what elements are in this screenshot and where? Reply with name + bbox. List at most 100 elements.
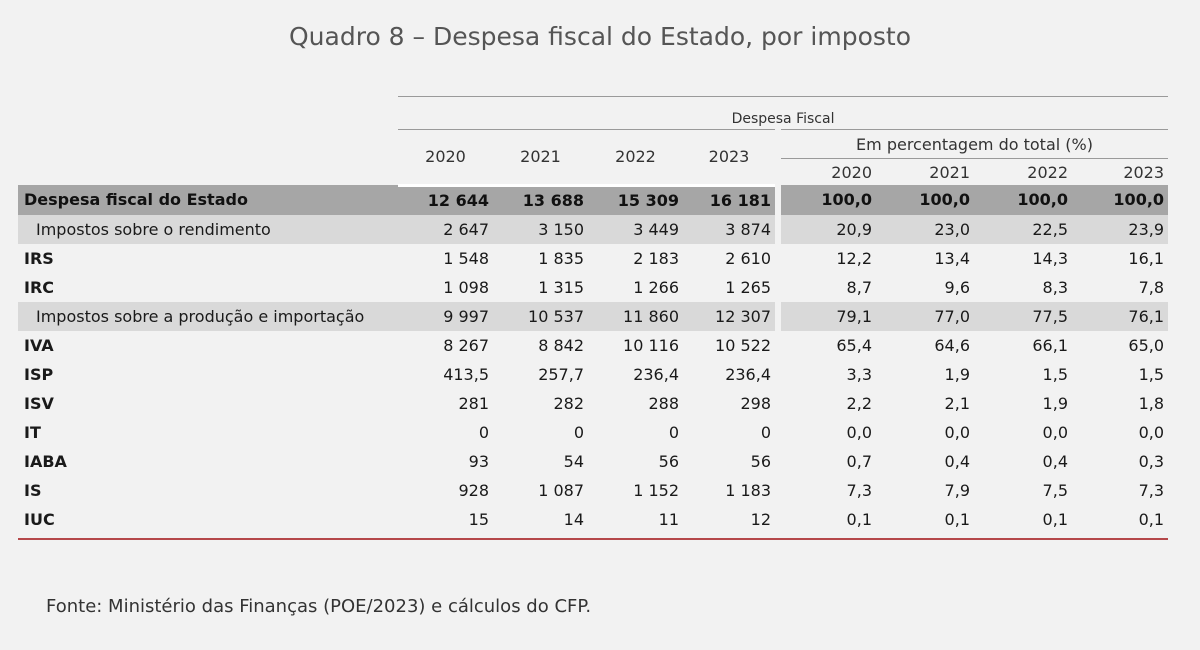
pct-year-header: 2021 xyxy=(929,162,970,182)
pct-cell: 3,3 xyxy=(775,359,876,389)
pct-cell: 0,7 xyxy=(775,446,876,476)
value-cell: 56 xyxy=(750,451,771,471)
value-cell: 8 267 xyxy=(443,335,489,355)
pct-cell: 7,8 xyxy=(1138,277,1165,297)
pct-cell: 22,5 xyxy=(974,214,1072,244)
row-label: IVA xyxy=(24,335,54,355)
value-cell: 13 688 xyxy=(493,183,588,215)
pct-cell: 1,9 xyxy=(1042,393,1068,413)
row-label: IUC xyxy=(24,509,55,529)
table-row: IS 928 1 087 1 152 1 183 7,3 7,9 7,5 7,3 xyxy=(18,475,1168,505)
pct-cell: 0,3 xyxy=(1138,451,1165,471)
row-label: IRS xyxy=(24,248,54,268)
value-cell: 298 xyxy=(740,393,771,413)
row-label: IABA xyxy=(24,451,67,471)
table-bottom-rule xyxy=(18,538,1168,540)
row-label: ISP xyxy=(24,364,54,384)
value-cell: 3 150 xyxy=(493,214,588,244)
pct-year-header: 2023 xyxy=(1123,162,1165,182)
value-cell: 257,7 xyxy=(538,364,584,384)
value-cell: 9 997 xyxy=(398,301,493,331)
pct-cell: 0,1 xyxy=(944,509,970,529)
row-label: ISV xyxy=(24,393,54,413)
value-cell: 1 835 xyxy=(538,248,584,268)
pct-cell: 0,0 xyxy=(775,417,876,447)
pct-cell: 23,0 xyxy=(876,214,974,244)
pct-cell: 16,1 xyxy=(1128,248,1165,268)
table-row: IABA 93 54 56 56 0,7 0,4 0,4 0,3 xyxy=(18,446,1168,476)
value-cell: 3 874 xyxy=(683,214,778,244)
value-cell: 281 xyxy=(458,393,489,413)
pct-cell: 7,3 xyxy=(1138,480,1165,500)
pct-cell: 0,0 xyxy=(1138,422,1165,442)
value-cell: 236,4 xyxy=(725,364,771,384)
row-label: Impostos sobre a produção e importação xyxy=(18,301,398,331)
value-cell: 1 152 xyxy=(633,480,679,500)
row-label: IS xyxy=(24,480,42,500)
pct-cell: 0,1 xyxy=(1138,509,1165,529)
year-header: 2020 xyxy=(425,147,466,167)
value-cell: 11 860 xyxy=(588,301,683,331)
value-cell: 93 xyxy=(468,451,489,471)
pct-year-header: 2020 xyxy=(775,158,876,185)
value-cell: 54 xyxy=(563,451,584,471)
table-row: ISP 413,5 257,7 236,4 236,4 3,3 1,9 1,5 … xyxy=(18,359,1168,389)
pct-cell: 65,0 xyxy=(1128,335,1165,355)
pct-cell: 2,2 xyxy=(775,388,876,418)
value-cell: 10 537 xyxy=(493,301,588,331)
header-empty xyxy=(18,97,398,130)
pct-cell: 0,4 xyxy=(1042,451,1068,471)
value-cell: 236,4 xyxy=(633,364,679,384)
pct-cell: 0,0 xyxy=(944,422,970,442)
table-row: Despesa fiscal do Estado 12 644 13 688 1… xyxy=(18,183,1169,215)
row-label: IT xyxy=(24,422,41,442)
value-cell: 11 xyxy=(658,509,679,529)
value-cell: 928 xyxy=(458,480,489,500)
pct-cell: 77,5 xyxy=(974,301,1072,331)
pct-cell: 100,0 xyxy=(1072,185,1169,215)
value-cell: 8 842 xyxy=(538,335,584,355)
year-header: 2022 xyxy=(615,147,656,167)
year-header: 2021 xyxy=(520,147,561,167)
value-cell: 1 183 xyxy=(725,480,771,500)
pct-cell: 64,6 xyxy=(934,335,970,355)
value-cell: 1 266 xyxy=(633,277,679,297)
row-label: IRC xyxy=(24,277,55,297)
fiscal-expense-table: Despesa Fiscal 2020 2021 2022 2023 Em pe… xyxy=(18,96,1169,534)
source-note: Fonte: Ministério das Finanças (POE/2023… xyxy=(46,596,592,617)
value-cell: 12 644 xyxy=(398,183,493,215)
pct-cell: 12,2 xyxy=(775,243,876,273)
value-cell: 12 307 xyxy=(683,301,778,331)
value-cell: 10 522 xyxy=(715,335,771,355)
pct-cell: 66,1 xyxy=(1032,335,1068,355)
value-cell: 1 087 xyxy=(538,480,584,500)
value-cell: 0 xyxy=(760,422,771,442)
pct-cell: 13,4 xyxy=(934,248,970,268)
table-row: IUC 15 14 11 12 0,1 0,1 0,1 0,1 xyxy=(18,504,1168,534)
pct-cell: 1,5 xyxy=(1042,364,1068,384)
value-cell: 56 xyxy=(658,451,679,471)
pct-cell: 1,8 xyxy=(1138,393,1165,413)
value-cell: 15 309 xyxy=(588,183,683,215)
pct-group-header: Em percentagem do total (%) xyxy=(774,129,1169,159)
value-cell: 413,5 xyxy=(443,364,489,384)
pct-cell: 0,0 xyxy=(1042,422,1068,442)
pct-cell: 1,9 xyxy=(944,364,970,384)
pct-cell: 77,0 xyxy=(876,301,974,331)
value-cell: 1 098 xyxy=(443,277,489,297)
pct-cell: 8,3 xyxy=(1042,277,1068,297)
table-row: Impostos sobre a produção e importação 9… xyxy=(18,301,1169,331)
value-cell: 2 610 xyxy=(725,248,771,268)
pct-cell: 1,5 xyxy=(1138,364,1165,384)
year-header: 2023 xyxy=(708,147,750,167)
value-cell: 282 xyxy=(553,393,584,413)
table-row: IVA 8 267 8 842 10 116 10 522 65,4 64,6 … xyxy=(18,330,1168,360)
table-title: Quadro 8 – Despesa fiscal do Estado, por… xyxy=(289,22,911,51)
pct-cell: 23,9 xyxy=(1072,214,1169,244)
row-label: Impostos sobre o rendimento xyxy=(18,214,398,244)
table-row: IRS 1 548 1 835 2 183 2 610 12,2 13,4 14… xyxy=(18,243,1168,273)
value-cell: 16 181 xyxy=(683,183,778,215)
pct-cell: 100,0 xyxy=(876,185,974,215)
value-cell: 12 xyxy=(750,509,771,529)
pct-cell: 8,7 xyxy=(775,272,876,302)
